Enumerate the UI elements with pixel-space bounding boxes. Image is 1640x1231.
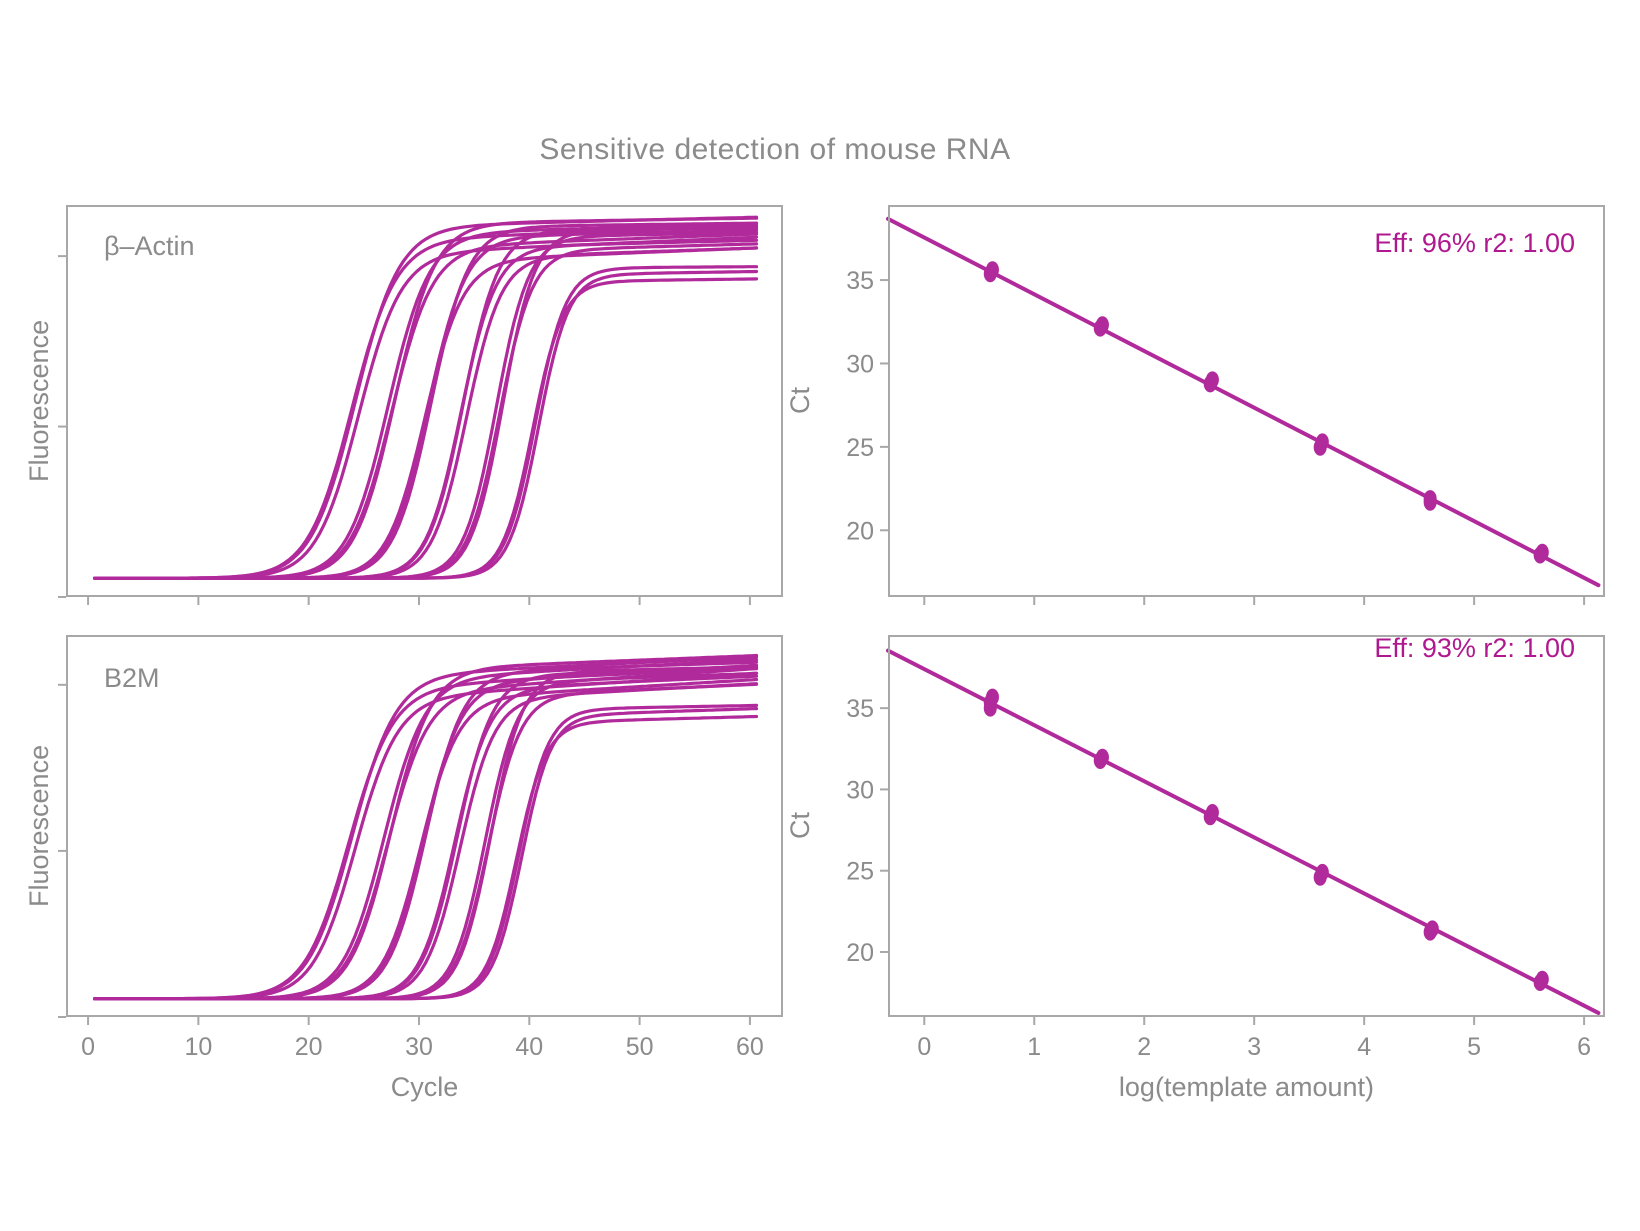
efficiency-annotation-b2m: Eff: 93% r2: 1.00 (1374, 633, 1575, 663)
svg-text:3: 3 (1247, 1033, 1261, 1061)
svg-text:30: 30 (846, 350, 874, 378)
y-axis-title-ct-top: Ct (785, 387, 815, 415)
svg-text:6: 6 (1577, 1033, 1591, 1061)
svg-text:20: 20 (846, 517, 874, 545)
svg-text:1: 1 (1027, 1033, 1041, 1061)
panel-label-beta-actin: β–Actin (104, 231, 195, 261)
x-axis-title-cycle: Cycle (390, 1072, 459, 1102)
svg-text:0: 0 (917, 1033, 931, 1061)
svg-text:30: 30 (405, 1033, 433, 1061)
y-axis-title-fluorescence-bottom: Fluorescence (24, 744, 54, 908)
y-axis-title-ct-bottom: Ct (785, 812, 815, 840)
svg-text:4: 4 (1357, 1033, 1371, 1061)
svg-text:25: 25 (846, 434, 874, 462)
panel-label-b2m: B2M (104, 663, 160, 693)
svg-text:2: 2 (1137, 1033, 1151, 1061)
svg-text:20: 20 (846, 939, 874, 967)
svg-text:35: 35 (846, 695, 874, 723)
figure-title: Sensitive detection of mouse RNA (539, 133, 1011, 166)
x-axis-title-log-template: log(template amount) (1118, 1072, 1375, 1102)
svg-text:30: 30 (846, 776, 874, 804)
svg-text:25: 25 (846, 858, 874, 886)
y-axis-title-fluorescence-top: Fluorescence (24, 319, 54, 483)
amplification-plot-b2m: 0 10 20 30 40 50 60 (58, 635, 783, 1061)
svg-text:35: 35 (846, 267, 874, 295)
svg-text:10: 10 (184, 1033, 212, 1061)
svg-text:20: 20 (295, 1033, 323, 1061)
svg-text:0: 0 (81, 1033, 95, 1061)
standard-curve-plot-beta-actin: 20 25 30 35 (846, 205, 1605, 605)
svg-text:50: 50 (626, 1033, 654, 1061)
svg-text:60: 60 (736, 1033, 764, 1061)
amplification-plot-beta-actin (58, 205, 783, 605)
svg-text:40: 40 (515, 1033, 543, 1061)
efficiency-annotation-beta-actin: Eff: 96% r2: 1.00 (1374, 228, 1575, 258)
svg-text:5: 5 (1467, 1033, 1481, 1061)
standard-curve-plot-b2m: 0 1 2 3 4 5 6 20 25 30 35 (846, 635, 1605, 1061)
